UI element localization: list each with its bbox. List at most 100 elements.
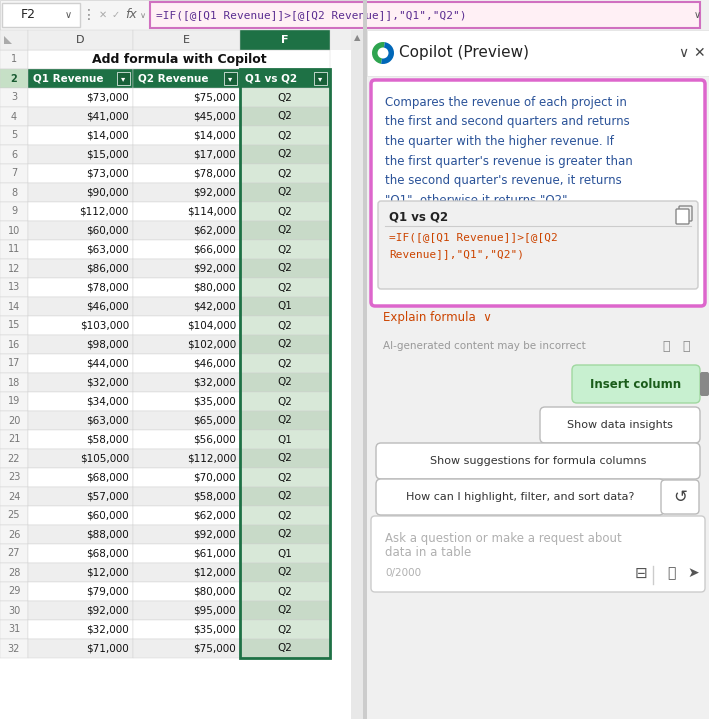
Text: Show suggestions for formula columns: Show suggestions for formula columns	[430, 456, 646, 466]
Text: $75,000: $75,000	[194, 644, 236, 654]
Text: $95,000: $95,000	[194, 605, 236, 615]
Text: Q2: Q2	[277, 339, 292, 349]
Bar	[0, 430, 28, 449]
Bar	[28, 563, 133, 582]
Text: Q2: Q2	[277, 150, 292, 160]
Text: Q2: Q2	[277, 188, 292, 198]
Bar	[133, 487, 240, 506]
Bar	[0, 297, 28, 316]
Text: $102,000: $102,000	[186, 339, 236, 349]
Bar	[0, 373, 28, 392]
Text: 4: 4	[11, 111, 17, 122]
Text: 30: 30	[8, 605, 20, 615]
Bar	[314, 72, 327, 85]
Text: Q2: Q2	[277, 510, 292, 521]
Bar	[240, 335, 330, 354]
Text: $92,000: $92,000	[194, 263, 236, 273]
Text: Q2: Q2	[277, 644, 292, 654]
Text: Explain formula  ∨: Explain formula ∨	[383, 311, 492, 324]
Bar	[28, 639, 133, 658]
Bar	[240, 164, 330, 183]
Text: 19: 19	[8, 396, 20, 406]
Bar	[0, 468, 28, 487]
Text: Q2: Q2	[277, 587, 292, 597]
Bar	[240, 430, 330, 449]
Text: Q2: Q2	[277, 206, 292, 216]
Bar	[0, 620, 28, 639]
Text: $32,000: $32,000	[194, 377, 236, 388]
Text: $58,000: $58,000	[86, 434, 129, 444]
Text: 15: 15	[8, 321, 20, 331]
Text: $32,000: $32,000	[86, 377, 129, 388]
Text: $73,000: $73,000	[86, 168, 129, 178]
Text: ⋮: ⋮	[82, 8, 96, 22]
Bar	[133, 259, 240, 278]
Text: $62,000: $62,000	[194, 510, 236, 521]
Bar	[28, 50, 330, 69]
Text: E: E	[183, 35, 190, 45]
Bar	[240, 259, 330, 278]
Text: 29: 29	[8, 587, 20, 597]
Bar	[0, 487, 28, 506]
Bar	[240, 221, 330, 240]
Bar	[0, 639, 28, 658]
Text: $68,000: $68,000	[86, 472, 129, 482]
Bar	[0, 506, 28, 525]
Text: $68,000: $68,000	[86, 549, 129, 559]
Text: 28: 28	[8, 567, 20, 577]
Bar	[28, 164, 133, 183]
Bar	[0, 69, 28, 88]
Text: 1: 1	[11, 55, 17, 65]
Bar	[0, 221, 28, 240]
Bar	[28, 183, 133, 202]
Bar	[240, 411, 330, 430]
Bar	[224, 72, 237, 85]
Bar	[133, 506, 240, 525]
Bar	[240, 620, 330, 639]
Bar	[28, 107, 133, 126]
Text: Q2: Q2	[277, 93, 292, 103]
Text: Q2: Q2	[277, 396, 292, 406]
Bar	[0, 126, 28, 145]
Bar	[0, 50, 28, 69]
Text: Q2: Q2	[277, 472, 292, 482]
Bar	[133, 145, 240, 164]
Bar	[240, 449, 330, 468]
Text: $12,000: $12,000	[194, 567, 236, 577]
Text: How can I highlight, filter, and sort data?: How can I highlight, filter, and sort da…	[406, 492, 634, 502]
Text: Q1: Q1	[277, 301, 292, 311]
Bar	[133, 430, 240, 449]
Text: $114,000: $114,000	[186, 206, 236, 216]
Bar	[133, 126, 240, 145]
Bar	[28, 259, 133, 278]
FancyBboxPatch shape	[378, 201, 698, 289]
Bar	[28, 354, 133, 373]
Text: $41,000: $41,000	[86, 111, 129, 122]
Text: Q2: Q2	[277, 529, 292, 539]
Text: $12,000: $12,000	[86, 567, 129, 577]
Text: $65,000: $65,000	[194, 416, 236, 426]
Text: ∨: ∨	[678, 46, 688, 60]
Text: $90,000: $90,000	[86, 188, 129, 198]
Bar	[28, 69, 133, 88]
Bar	[28, 487, 133, 506]
Text: Q2: Q2	[277, 416, 292, 426]
Bar	[28, 430, 133, 449]
Bar	[133, 183, 240, 202]
Bar	[133, 278, 240, 297]
Text: 26: 26	[8, 529, 20, 539]
Bar	[240, 354, 330, 373]
Polygon shape	[4, 36, 12, 44]
Text: $75,000: $75,000	[194, 93, 236, 103]
Text: 31: 31	[8, 625, 20, 634]
Text: Q2: Q2	[277, 377, 292, 388]
Bar	[0, 107, 28, 126]
Text: F: F	[281, 35, 289, 45]
Bar	[240, 145, 330, 164]
Wedge shape	[381, 42, 394, 64]
Bar	[28, 468, 133, 487]
Text: Q1 vs Q2: Q1 vs Q2	[245, 73, 297, 83]
Text: fx: fx	[125, 9, 137, 22]
Text: 8: 8	[11, 188, 17, 198]
Text: 27: 27	[8, 549, 21, 559]
